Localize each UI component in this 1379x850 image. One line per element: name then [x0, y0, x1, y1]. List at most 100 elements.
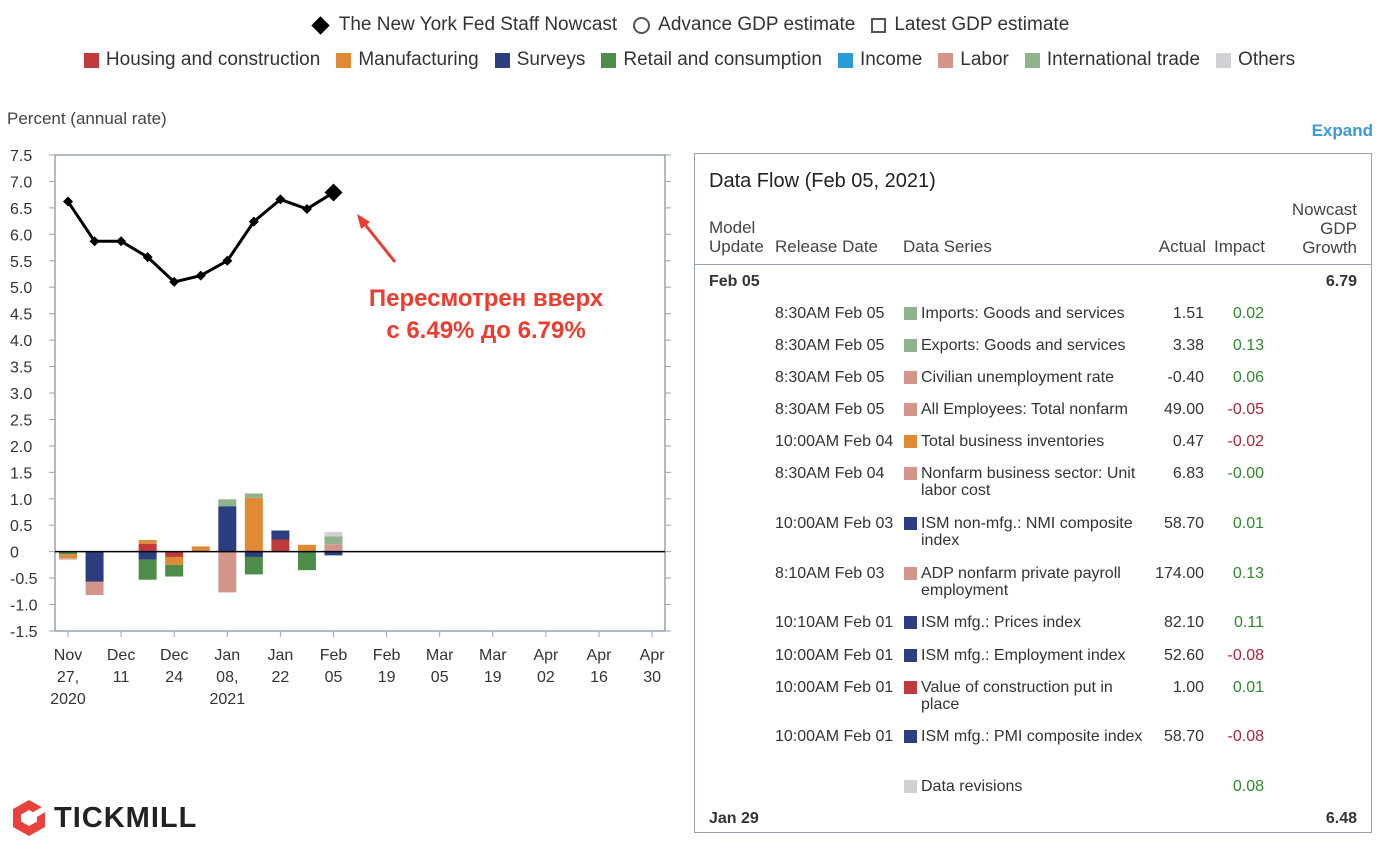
release-date: 8:30AM Feb 05 [775, 337, 885, 354]
legend-swatch [83, 52, 99, 68]
category-swatch [904, 371, 917, 384]
group-label: Feb 05 [709, 273, 760, 290]
annotation-arrow [361, 221, 397, 263]
x-tick-label: Jan [268, 647, 294, 664]
actual-value: 3.38 [1172, 337, 1204, 354]
data-series: Data revisions [921, 778, 1023, 795]
legend-swatch [1216, 52, 1232, 68]
bar-segment [218, 499, 237, 507]
bar-segment [324, 544, 343, 552]
x-tick-label: Mar [426, 647, 454, 664]
annotation-arrowhead [357, 214, 370, 229]
legend-item-category[interactable]: International trade [1024, 49, 1200, 71]
actual-value: 6.83 [1172, 465, 1204, 482]
bar-segment [244, 493, 263, 498]
impact-value: -0.08 [1227, 728, 1264, 745]
nowcast-chart: Percent (annual rate) 7.5 7.0 6.5 6.0 5.5 5.0 4… [7, 109, 671, 708]
data-series: Imports: Goods and services [921, 305, 1125, 322]
impact-value: 0.08 [1232, 778, 1264, 795]
x-tick-label: Mar [479, 647, 507, 664]
x-tick-label: 02 [537, 669, 555, 686]
category-swatch [904, 435, 917, 448]
impact-value: 0.11 [1234, 614, 1264, 631]
y-tick-label: 5.0 [10, 280, 32, 297]
release-date: 10:10AM Feb 01 [775, 614, 894, 631]
x-tick-label: 2020 [50, 691, 86, 708]
bar-segment [138, 559, 157, 580]
actual-value: 1.51 [1172, 305, 1204, 322]
y-tick-label: -1.0 [10, 598, 38, 615]
category-swatch [904, 730, 917, 743]
release-date: 10:00AM Feb 03 [775, 515, 894, 532]
y-tick-label: 0.5 [10, 518, 32, 535]
category-swatch [904, 307, 917, 320]
legend-item-category[interactable]: Surveys [494, 49, 585, 71]
impact-value: -0.02 [1227, 433, 1264, 450]
category-swatch [904, 517, 917, 530]
legend-item-latest-gdp[interactable]: Latest GDP estimate [871, 14, 1069, 36]
legend-label: Income [859, 49, 923, 70]
bar-segment [59, 558, 77, 561]
header-model-update: Model Update [709, 218, 764, 256]
data-series: ADP nonfarm private payroll employment [921, 565, 1121, 599]
legend-item-category[interactable]: Labor [938, 49, 1009, 71]
bar-segment [138, 540, 157, 544]
impact-value: 0.13 [1232, 565, 1264, 582]
y-tick-label: 5.5 [10, 254, 32, 271]
y-tick-label: 6.0 [10, 227, 32, 244]
category-swatch [904, 780, 917, 793]
data-series: ISM mfg.: PMI composite index [921, 728, 1143, 745]
category-swatch [904, 403, 917, 416]
y-tick-label: -0.5 [10, 571, 38, 588]
release-date: 8:30AM Feb 05 [775, 401, 885, 418]
header-nowcast-growth: Nowcast GDP Growth [1291, 200, 1357, 257]
x-tick-label: 05 [431, 669, 449, 686]
nowcast-point [89, 236, 100, 247]
legend-item-category[interactable]: Manufacturing [336, 49, 479, 71]
header-actual: Actual [1158, 237, 1206, 256]
square-icon [871, 17, 887, 33]
impact-value: -0.05 [1227, 401, 1264, 418]
legend-categories: Housing and construction Manufacturing Sur… [0, 49, 1379, 71]
x-tick-label: 27, [57, 669, 79, 686]
data-series: Value of construction put in place [921, 679, 1113, 713]
x-tick-label: Nov [54, 647, 82, 664]
impact-value: 0.01 [1232, 515, 1264, 532]
expand-link[interactable]: Expand [1311, 121, 1373, 140]
header-data-series: Data Series [903, 237, 992, 256]
nowcast-point [195, 270, 206, 281]
release-date: 8:10AM Feb 03 [775, 565, 885, 582]
legend-item-category[interactable]: Retail and consumption [601, 49, 822, 71]
actual-value: 58.70 [1163, 728, 1204, 745]
data-series: Exports: Goods and services [921, 337, 1126, 354]
y-tick-label: 2.0 [10, 439, 32, 456]
legend-item-category[interactable]: Income [837, 49, 923, 71]
bar-segment [271, 539, 290, 552]
bar-segment [138, 551, 157, 560]
legend-swatch [601, 52, 617, 68]
y-tick-label: 3.0 [10, 386, 32, 403]
legend-item-nowcast[interactable]: The New York Fed Staff Nowcast [310, 14, 617, 36]
data-series: ISM mfg.: Prices index [921, 614, 1082, 631]
bar-segment [324, 536, 343, 545]
nowcast-point [301, 203, 312, 214]
legend-item-advance-gdp[interactable]: Advance GDP estimate [633, 14, 855, 36]
circle-icon [633, 16, 651, 34]
nowcast-line [66, 191, 335, 284]
y-tick-label: 1.0 [10, 492, 32, 509]
legend-item-category[interactable]: Others [1216, 49, 1295, 71]
legend-swatch [1024, 52, 1040, 68]
nowcast-point-latest [324, 183, 343, 202]
release-date: 8:30AM Feb 05 [775, 305, 885, 322]
category-swatch [904, 467, 917, 480]
release-date: 8:30AM Feb 04 [775, 465, 885, 482]
nowcast-point [116, 236, 127, 247]
annotation-text: с 6.49% до 6.79% [386, 317, 585, 344]
release-date: 10:00AM Feb 01 [775, 679, 894, 696]
legend-swatch [494, 52, 510, 68]
impact-value: -0.00 [1227, 465, 1264, 482]
y-tick-label: 3.5 [10, 360, 32, 377]
footer-group-value: 6.48 [1325, 810, 1357, 827]
x-tick-label: Dec [160, 647, 188, 664]
legend-item-category[interactable]: Housing and construction [83, 49, 320, 71]
